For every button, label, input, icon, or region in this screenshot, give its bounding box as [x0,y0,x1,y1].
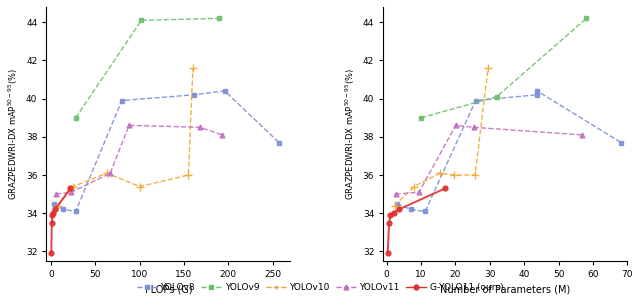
Legend: YOLOv8, YOLOv9, YOLOv10, YOLOv11, G-YOLO11 (ours): YOLOv8, YOLOv9, YOLOv10, YOLOv11, G-YOLO… [133,279,507,296]
Y-axis label: GRAZPEDWRI-DX mAP$^{50-95}$(%): GRAZPEDWRI-DX mAP$^{50-95}$(%) [7,68,20,200]
Y-axis label: GRAZPEDWRI-DX mAP$^{50-95}$(%): GRAZPEDWRI-DX mAP$^{50-95}$(%) [344,68,357,200]
X-axis label: Number of Parameters (M): Number of Parameters (M) [440,285,570,295]
X-axis label: FLOPs (G): FLOPs (G) [145,285,192,295]
